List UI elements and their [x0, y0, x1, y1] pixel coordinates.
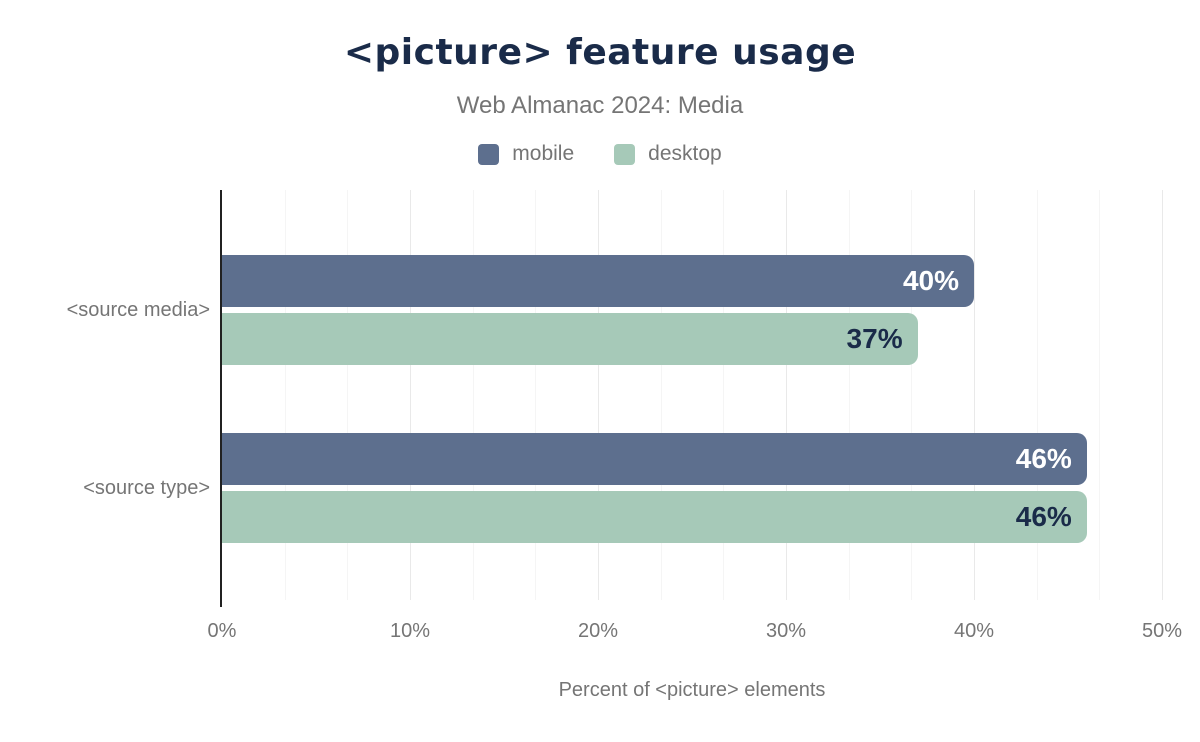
bar-desktop-0: 37%: [222, 313, 918, 365]
gridline-major: [786, 190, 787, 600]
x-tick-label: 0%: [207, 620, 237, 642]
gridline-minor: [1099, 190, 1101, 600]
legend-item-desktop: desktop: [614, 142, 722, 166]
category-label: <source media>: [66, 299, 210, 321]
x-tick-label: 30%: [765, 620, 807, 642]
gridline-minor: [660, 190, 662, 600]
gridline-major: [598, 190, 599, 600]
gridline-minor: [535, 190, 537, 600]
bar-desktop-1: 46%: [222, 491, 1087, 543]
x-tick-label: 10%: [389, 620, 431, 642]
x-tick-label: 50%: [1141, 620, 1183, 642]
gridline-minor: [472, 190, 474, 600]
gridline-major: [974, 190, 975, 600]
x-tick-label: 40%: [953, 620, 995, 642]
legend-label-desktop: desktop: [648, 142, 722, 165]
gridline-major: [1162, 190, 1163, 600]
y-axis-line: [220, 190, 222, 607]
bar-value-label: 46%: [1015, 501, 1072, 532]
chart-title: <picture> feature usage: [343, 32, 857, 73]
bar-mobile-0: 40%: [222, 255, 974, 307]
category-label: <source type>: [83, 477, 210, 499]
bar-value-label: 46%: [1015, 443, 1072, 474]
legend: mobile desktop: [0, 142, 1200, 166]
x-axis-title: Percent of <picture> elements: [558, 679, 826, 701]
gridline-minor: [911, 190, 913, 600]
gridline-minor: [1036, 190, 1038, 600]
bar-value-label: 40%: [902, 265, 959, 296]
desktop-swatch-icon: [614, 143, 636, 165]
gridline-major: [410, 190, 411, 600]
gridline-minor: [723, 190, 725, 600]
x-tick-label: 20%: [577, 620, 619, 642]
bar-mobile-1: 46%: [222, 433, 1087, 485]
gridline-minor: [347, 190, 349, 600]
gridline-minor: [848, 190, 850, 600]
gridline-minor: [284, 190, 286, 600]
mobile-swatch-icon: [478, 143, 500, 165]
bar-value-label: 37%: [846, 323, 903, 354]
legend-label-mobile: mobile: [512, 142, 575, 165]
legend-item-mobile: mobile: [478, 142, 574, 166]
chart-subtitle: Web Almanac 2024: Media: [456, 92, 744, 119]
